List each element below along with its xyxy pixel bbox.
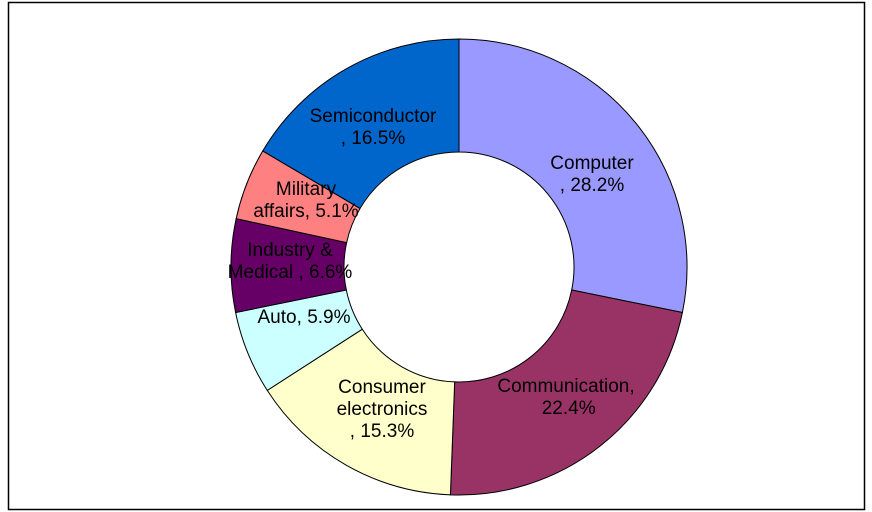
data-label-text: Communication,22.4% xyxy=(496,376,636,420)
data-label-text: Military affairs, 5.1% xyxy=(236,179,376,223)
data-label-box: Industry & Medical , 6.6% xyxy=(225,222,355,302)
data-label-text: Consumer electronics , 15.3% xyxy=(302,377,462,443)
value-label: 16.5% xyxy=(351,128,406,149)
category-label: Military affairs, xyxy=(253,179,337,222)
data-label: Military affairs, 5.1% xyxy=(236,161,376,241)
data-label-box: Computer , 28.2% xyxy=(517,135,667,215)
value-label: 22.4% xyxy=(541,398,596,419)
donut-slice xyxy=(262,38,460,210)
category-label: Consumer electronics , xyxy=(336,377,428,442)
category-label: Computer , xyxy=(550,153,634,196)
data-label-text: Computer , 28.2% xyxy=(517,153,667,197)
data-label: Industry & Medical , 6.6% xyxy=(225,222,355,302)
value-label: 15.3% xyxy=(360,421,415,442)
data-label-text: Industry & Medical , 6.6% xyxy=(225,240,355,284)
data-label-box: Communication,22.4% xyxy=(496,358,636,438)
data-label: Consumer electronics , 15.3% xyxy=(302,370,462,450)
data-label-box: Military affairs, 5.1% xyxy=(236,161,376,241)
data-label-box: Auto, 5.9% xyxy=(234,278,374,358)
data-label: Communication,22.4% xyxy=(496,358,636,438)
data-label-text: Semiconductor , 16.5% xyxy=(293,106,453,150)
data-label: Computer , 28.2% xyxy=(517,135,667,215)
category-label: Auto, xyxy=(257,307,302,328)
value-label: 5.1% xyxy=(315,201,359,222)
value-label: 28.2% xyxy=(570,175,625,196)
category-label: Industry & Medical , xyxy=(227,240,333,283)
donut-slice xyxy=(458,38,688,314)
labels: Computer , 28.2% Communication,22.4% Consum… xyxy=(225,88,667,450)
slices xyxy=(230,38,688,496)
category-label: Semiconductor , xyxy=(309,106,437,149)
value-label: 5.9% xyxy=(307,307,351,328)
donut-slice xyxy=(266,328,456,496)
data-label: Auto, 5.9% xyxy=(234,278,374,358)
value-label: 6.6% xyxy=(309,262,353,283)
donut-slice xyxy=(449,289,683,496)
data-label: Semiconductor , 16.5% xyxy=(293,88,453,168)
category-label: Communication, xyxy=(497,376,635,397)
data-label-text: Auto, 5.9% xyxy=(234,307,374,329)
data-label-box: Semiconductor , 16.5% xyxy=(293,88,453,168)
data-label-box: Consumer electronics , 15.3% xyxy=(302,370,462,450)
